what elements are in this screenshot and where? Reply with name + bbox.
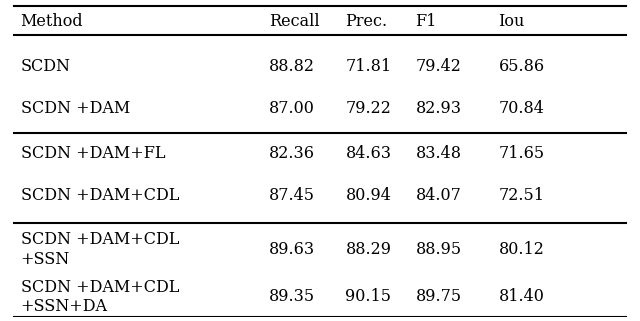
- Text: Method: Method: [20, 13, 83, 30]
- Text: 87.00: 87.00: [269, 100, 315, 117]
- Text: 71.81: 71.81: [346, 58, 392, 75]
- Text: 79.42: 79.42: [415, 58, 461, 75]
- Text: 89.75: 89.75: [415, 288, 461, 305]
- Text: F1: F1: [415, 13, 437, 30]
- Text: 84.07: 84.07: [415, 187, 461, 204]
- Text: 70.84: 70.84: [499, 100, 544, 117]
- Text: 80.94: 80.94: [346, 187, 392, 204]
- Text: 87.45: 87.45: [269, 187, 315, 204]
- Text: 89.35: 89.35: [269, 288, 315, 305]
- Text: SCDN +DAM: SCDN +DAM: [20, 100, 130, 117]
- Text: 84.63: 84.63: [346, 144, 392, 161]
- Text: 88.82: 88.82: [269, 58, 315, 75]
- Text: 90.15: 90.15: [346, 288, 392, 305]
- Text: SCDN: SCDN: [20, 58, 70, 75]
- Text: 82.93: 82.93: [415, 100, 461, 117]
- Text: 88.95: 88.95: [415, 241, 461, 258]
- Text: 81.40: 81.40: [499, 288, 544, 305]
- Text: SCDN +DAM+FL: SCDN +DAM+FL: [20, 144, 165, 161]
- Text: Recall: Recall: [269, 13, 319, 30]
- Text: SCDN +DAM+CDL
+SSN: SCDN +DAM+CDL +SSN: [20, 231, 179, 268]
- Text: 71.65: 71.65: [499, 144, 545, 161]
- Text: 89.63: 89.63: [269, 241, 315, 258]
- Text: SCDN +DAM+CDL: SCDN +DAM+CDL: [20, 187, 179, 204]
- Text: SCDN +DAM+CDL
+SSN+DA: SCDN +DAM+CDL +SSN+DA: [20, 279, 179, 315]
- Text: 79.22: 79.22: [346, 100, 392, 117]
- Text: Prec.: Prec.: [346, 13, 388, 30]
- Text: 80.12: 80.12: [499, 241, 544, 258]
- Text: 88.29: 88.29: [346, 241, 392, 258]
- Text: 83.48: 83.48: [415, 144, 461, 161]
- Text: 72.51: 72.51: [499, 187, 545, 204]
- Text: Iou: Iou: [499, 13, 525, 30]
- Text: 65.86: 65.86: [499, 58, 545, 75]
- Text: 82.36: 82.36: [269, 144, 315, 161]
